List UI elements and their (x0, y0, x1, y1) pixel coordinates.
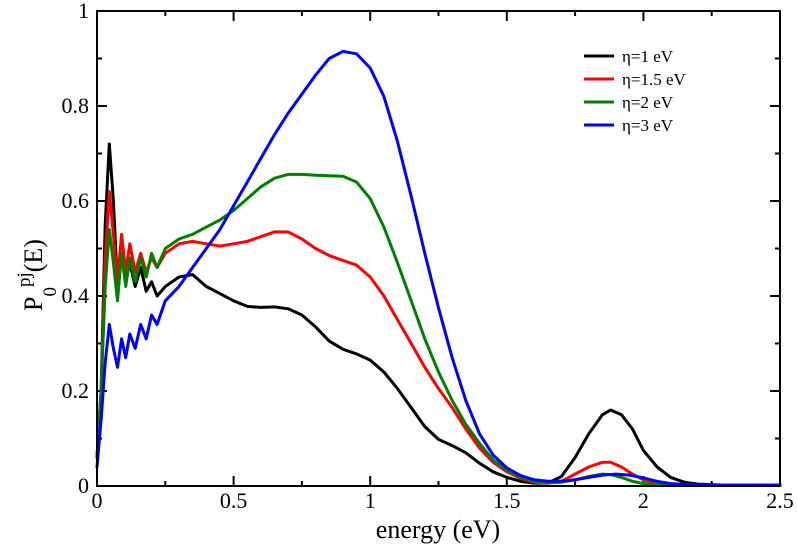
legend-label: η=1 eV (622, 47, 674, 66)
legend-label: η=3 eV (622, 116, 674, 135)
legend-label: η=1.5 eV (622, 70, 687, 89)
series-lines (95, 49, 782, 487)
x-tick-label: 0.5 (220, 488, 248, 513)
x-tick-label: 0 (92, 488, 103, 513)
x-tick-label: 1.5 (493, 488, 521, 513)
y-tick-label: 0.8 (62, 93, 90, 118)
series-line-4 (95, 49, 782, 487)
x-axis-title: energy (eV) (376, 515, 500, 544)
y-tick-label: 0.6 (62, 188, 90, 213)
x-tick-label: 1 (365, 488, 376, 513)
x-tick-label: 2.5 (766, 488, 794, 513)
legend-label: η=2 eV (622, 93, 674, 112)
series-line-1 (95, 142, 782, 487)
y-tick-label: 0 (78, 473, 89, 498)
x-tick-label: 2 (638, 488, 649, 513)
y-axis-title: P0pj(E) (14, 239, 61, 311)
legend: η=1 eV η=1.5 eV η=2 eV η=3 eV (584, 47, 687, 135)
y-tick-label: 0.2 (62, 378, 90, 403)
y-tick-label: 0.4 (62, 283, 90, 308)
series-line-2 (95, 190, 782, 487)
y-tick-label: 1 (78, 0, 89, 23)
plot-frame (96, 10, 781, 487)
